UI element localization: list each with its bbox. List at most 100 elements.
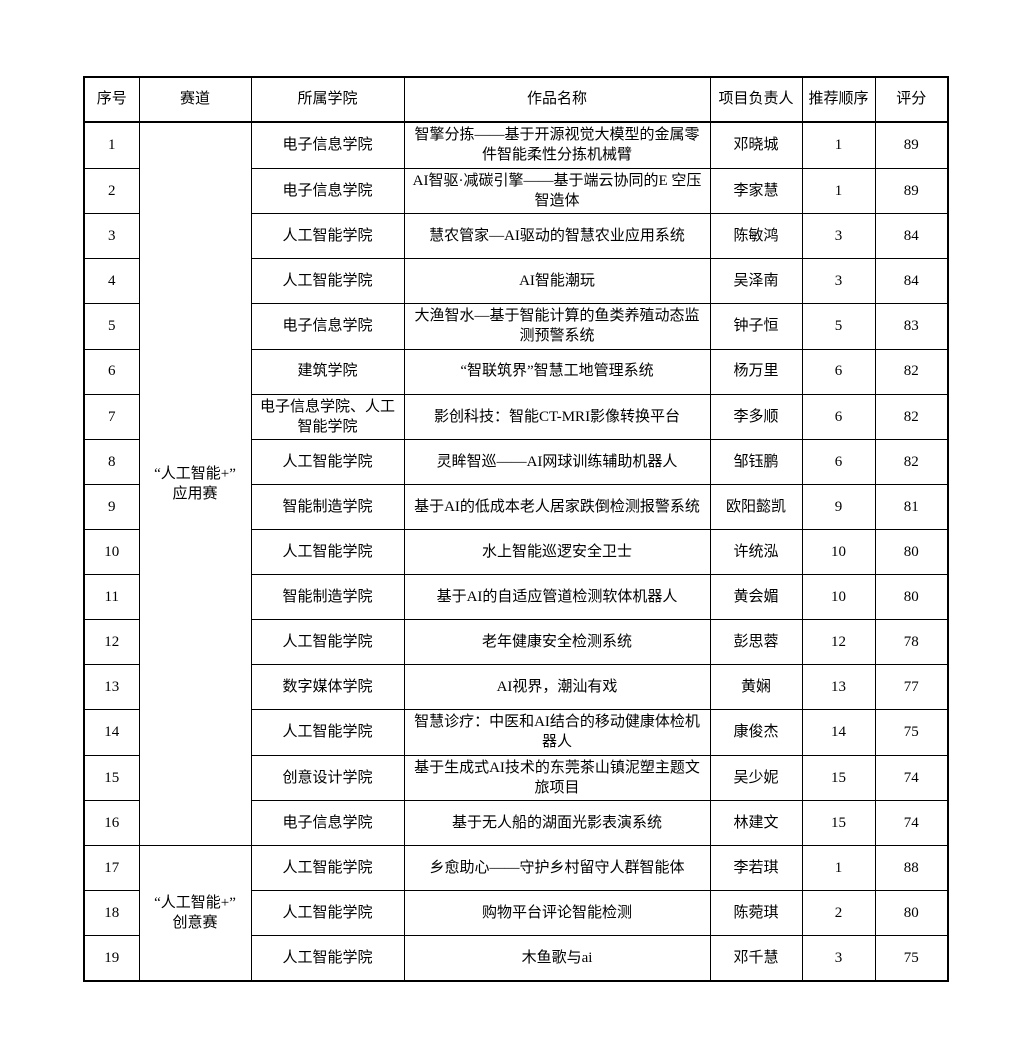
work-title-cell: “智联筑界”智慧工地管理系统 [403,348,711,395]
score-cell: 82 [874,393,949,440]
project-leader-cell: 吴泽南 [709,258,803,304]
work-title-cell: 慧农管家—AI驱动的智慧农业应用系统 [403,213,711,259]
table-body: 1 “人工智能+” 应用赛 电子信息学院 智擎分拣——基于开源视觉大模型的金属零件智能… [83,121,949,981]
work-title-cell: 老年健康安全检测系统 [403,619,711,665]
score-cell: 75 [874,935,949,981]
table-row: 16 电子信息学院 基于无人船的湖面光影表演系统 林建文 15 74 [83,800,949,846]
serial-number-cell: 15 [83,754,140,801]
work-title-cell: AI智驱·减碳引擎——基于端云协同的E 空压智造体 [403,167,711,214]
college-cell: 人工智能学院 [250,258,405,304]
table-row: 1 “人工智能+” 应用赛 电子信息学院 智擎分拣——基于开源视觉大模型的金属零件智能… [83,121,949,846]
results-table: 序号 赛道 所属学院 作品名称 项目负责人 推荐顺序 评分 1 “人工智能+” 应… [83,76,949,982]
score-cell: 74 [874,754,949,801]
project-leader-cell: 欧阳懿凯 [709,484,803,530]
recommend-order-cell: 10 [801,529,876,575]
recommend-order-cell: 3 [801,935,876,981]
project-leader-cell: 康俊杰 [709,709,803,756]
recommend-order-cell: 3 [801,213,876,259]
table-row: 6 建筑学院 “智联筑界”智慧工地管理系统 杨万里 6 82 [83,348,949,395]
header-score: 评分 [874,76,949,123]
serial-number-cell: 1 [83,121,140,169]
serial-number-cell: 16 [83,800,140,846]
project-leader-cell: 陈菀琪 [709,890,803,936]
college-cell: 智能制造学院 [250,574,405,620]
score-cell: 77 [874,664,949,710]
table-row: 7 电子信息学院、人工智能学院 影创科技：智能CT-MRI影像转换平台 李多顺 6 82 [83,393,949,440]
work-title-cell: AI视界，潮汕有戏 [403,664,711,710]
table-row: 3 人工智能学院 慧农管家—AI驱动的智慧农业应用系统 陈敏鸿 3 84 [83,213,949,259]
recommend-order-cell: 13 [801,664,876,710]
work-title-cell: 购物平台评论智能检测 [403,890,711,936]
track-cell: “人工智能+” 应用赛 [138,121,252,846]
serial-number-cell: 4 [83,258,140,304]
header-serial-number: 序号 [83,76,140,123]
work-title-cell: 基于AI的自适应管道检测软体机器人 [403,574,711,620]
recommend-order-cell: 1 [801,845,876,891]
serial-number-cell: 7 [83,393,140,440]
recommend-order-cell: 14 [801,709,876,756]
project-leader-cell: 邓晓城 [709,121,803,169]
project-leader-cell: 李若琪 [709,845,803,891]
serial-number-cell: 10 [83,529,140,575]
serial-number-cell: 19 [83,935,140,981]
recommend-order-cell: 10 [801,574,876,620]
score-cell: 75 [874,709,949,756]
college-cell: 人工智能学院 [250,619,405,665]
project-leader-cell: 邹钰鹏 [709,439,803,485]
work-title-cell: 大渔智水—基于智能计算的鱼类养殖动态监测预警系统 [403,303,711,350]
work-title-cell: 灵眸智巡——AI网球训练辅助机器人 [403,439,711,485]
header-project-leader: 项目负责人 [709,76,803,123]
serial-number-cell: 13 [83,664,140,710]
project-leader-cell: 黄会媚 [709,574,803,620]
recommend-order-cell: 15 [801,800,876,846]
recommend-order-cell: 15 [801,754,876,801]
table-row: 17 “人工智能+” 创意赛 人工智能学院 乡愈助心——守护乡村留守人群智能体 李若琪 1… [83,845,949,981]
recommend-order-cell: 5 [801,303,876,350]
college-cell: 智能制造学院 [250,484,405,530]
college-cell: 人工智能学院 [250,845,405,891]
table-row: 5 电子信息学院 大渔智水—基于智能计算的鱼类养殖动态监测预警系统 钟子恒 5 83 [83,303,949,350]
project-leader-cell: 陈敏鸿 [709,213,803,259]
serial-number-cell: 17 [83,845,140,891]
college-cell: 建筑学院 [250,348,405,395]
table-header: 序号 赛道 所属学院 作品名称 项目负责人 推荐顺序 评分 [83,76,949,123]
college-cell: 人工智能学院 [250,529,405,575]
project-leader-cell: 邓千慧 [709,935,803,981]
project-leader-cell: 杨万里 [709,348,803,395]
table-row: 14 人工智能学院 智慧诊疗：中医和AI结合的移动健康体检机器人 康俊杰 14 75 [83,709,949,756]
score-cell: 84 [874,213,949,259]
table-row: 11 智能制造学院 基于AI的自适应管道检测软体机器人 黄会媚 10 80 [83,574,949,620]
score-cell: 89 [874,167,949,214]
table-row: 13 数字媒体学院 AI视界，潮汕有戏 黄娴 13 77 [83,664,949,710]
table-row: 18 人工智能学院 购物平台评论智能检测 陈菀琪 2 80 [83,890,949,936]
project-leader-cell: 李多顺 [709,393,803,440]
college-cell: 人工智能学院 [250,890,405,936]
recommend-order-cell: 1 [801,167,876,214]
serial-number-cell: 5 [83,303,140,350]
recommend-order-cell: 9 [801,484,876,530]
work-title-cell: 基于AI的低成本老人居家跌倒检测报警系统 [403,484,711,530]
project-leader-cell: 钟子恒 [709,303,803,350]
score-cell: 82 [874,439,949,485]
project-leader-cell: 彭思蓉 [709,619,803,665]
serial-number-cell: 14 [83,709,140,756]
score-cell: 83 [874,303,949,350]
table-row: 15 创意设计学院 基于生成式AI技术的东莞茶山镇泥塑主题文旅项目 吴少妮 15 74 [83,754,949,801]
project-leader-cell: 林建文 [709,800,803,846]
work-title-cell: 基于无人船的湖面光影表演系统 [403,800,711,846]
college-cell: 数字媒体学院 [250,664,405,710]
college-cell: 人工智能学院 [250,935,405,981]
project-leader-cell: 吴少妮 [709,754,803,801]
score-cell: 84 [874,258,949,304]
header-row: 序号 赛道 所属学院 作品名称 项目负责人 推荐顺序 评分 [83,76,949,123]
table-row: 9 智能制造学院 基于AI的低成本老人居家跌倒检测报警系统 欧阳懿凯 9 81 [83,484,949,530]
college-cell: 电子信息学院 [250,121,405,169]
recommend-order-cell: 1 [801,121,876,169]
header-college: 所属学院 [250,76,405,123]
table-row: 12 人工智能学院 老年健康安全检测系统 彭思蓉 12 78 [83,619,949,665]
score-cell: 82 [874,348,949,395]
college-cell: 电子信息学院 [250,167,405,214]
header-work-title: 作品名称 [403,76,711,123]
score-cell: 80 [874,529,949,575]
score-cell: 81 [874,484,949,530]
